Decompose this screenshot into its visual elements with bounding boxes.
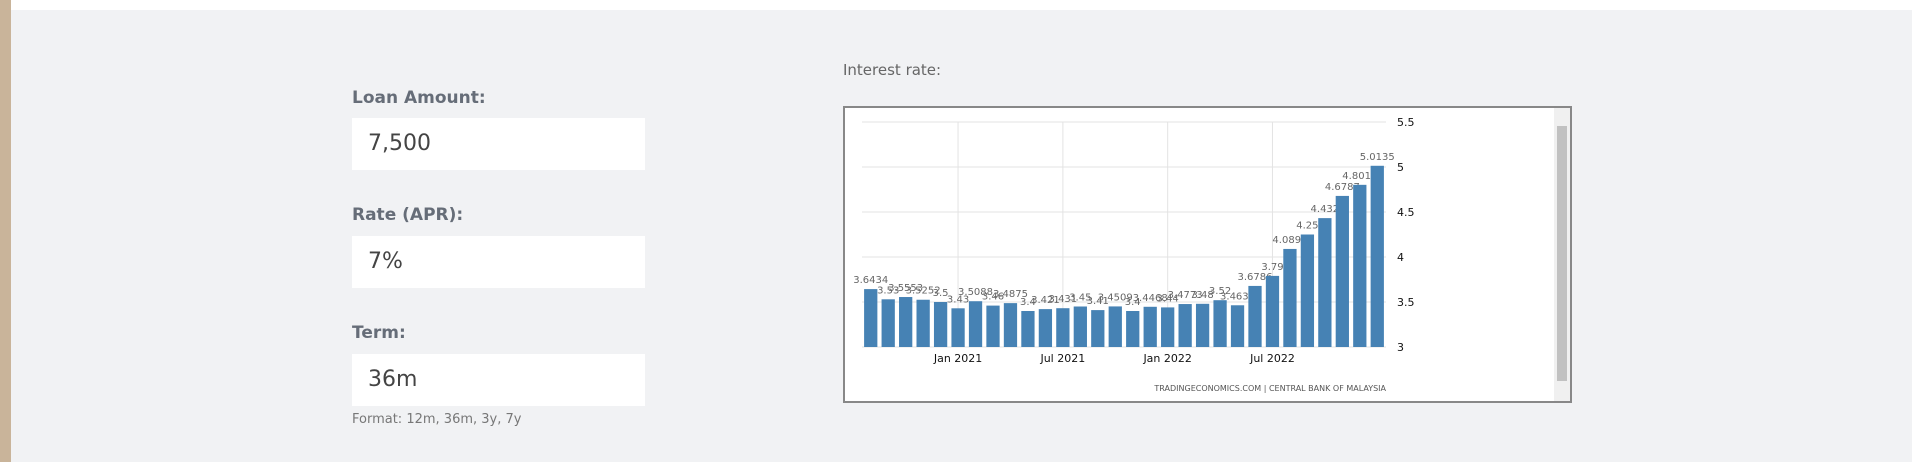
data-label: 4.0895 [1272,235,1307,246]
data-label: 3.5252 [906,286,941,297]
format-note: Format: 12m, 36m, 3y, 7y [352,412,522,427]
bar [1195,303,1210,347]
bar [1318,218,1332,347]
data-label: 3.6434 [853,275,888,286]
bar [864,289,878,347]
bar [986,305,1000,347]
bar [1230,305,1245,347]
bar [1056,308,1070,347]
bar [1073,306,1087,347]
bar [1091,310,1105,347]
bar [1178,304,1192,347]
text-input[interactable]: 7% [352,236,645,288]
data-label: 3.52 [1209,286,1231,297]
field-label: Term: [352,323,406,343]
data-label: 3.46 [982,292,1004,303]
data-label: 4.6787 [1325,182,1360,193]
data-label: 3.79 [1261,262,1283,273]
data-label: 3.421 [1031,295,1060,306]
data-label: 3.5 [933,288,949,299]
bar [881,299,895,347]
data-label: 3.4636 [1220,291,1255,302]
y-tick-label: 4.5 [1397,206,1415,219]
text-input[interactable]: 7,500 [352,118,645,170]
y-tick-label: 5 [1397,161,1404,174]
data-label: 3.4 [1125,297,1141,308]
data-label: 3.4509 [1098,292,1133,303]
bar [1335,195,1349,347]
data-label: 3.44 [1157,293,1179,304]
y-tick-label: 3.5 [1397,296,1415,309]
x-tick-label: Jan 2021 [933,352,982,365]
data-label: 3.53 [877,285,899,296]
bar [933,302,948,347]
bar [1161,307,1175,347]
bar [1021,311,1035,347]
bar [1038,309,1053,347]
y-tick-label: 3 [1397,341,1404,354]
data-label: 3.4468 [1133,293,1168,304]
x-tick-label: Jul 2022 [1249,352,1295,365]
chart-label: Interest rate: [843,61,942,79]
data-label: 3.45 [1069,293,1091,304]
bar [916,299,930,347]
x-tick-label: Jul 2021 [1039,352,1085,365]
data-label: 3.5553 [888,283,923,294]
data-label: 3.4 [1020,297,1036,308]
data-label: 3.431 [1049,294,1078,305]
field-label: Loan Amount: [352,88,486,108]
source-note: TRADINGECONOMICS.COM | CENTRAL BANK OF M… [1153,384,1386,393]
data-label: 4.432 [1311,204,1340,215]
bar [951,308,965,347]
bar [1300,234,1315,347]
field-label: Rate (APR): [352,205,464,225]
bar [1126,311,1140,347]
scrollbar[interactable] [1554,108,1570,401]
data-label: 3.48 [1191,290,1213,301]
bar [1213,300,1227,347]
data-label: 4.8019 [1342,171,1377,182]
bar [1370,165,1384,347]
y-tick-label: 4 [1397,251,1404,264]
data-label: 3.43 [947,294,969,305]
bar [1353,184,1367,347]
side-strip [0,0,11,462]
bar [1003,303,1018,347]
chart: 3 3.5 4 4.5 5 5.5 Jan 2021 Jul 2021 Jan 2022 Jul … [853,116,1415,393]
x-tick-label: Jan 2022 [1142,352,1191,365]
bar [1283,248,1297,347]
bar [1265,275,1280,347]
bar [899,297,913,347]
data-label: 3.4773 [1168,290,1203,301]
scroll-thumb[interactable] [1557,126,1567,381]
top-band [11,0,1912,10]
y-tick-label: 5.5 [1397,116,1415,129]
data-label: 5.0135 [1360,152,1395,163]
data-label: 3.6786 [1238,272,1273,283]
data-label: 4.25 [1296,221,1318,232]
data-label: 3.4875 [993,289,1028,300]
chart-frame: 3 3.5 4 4.5 5 5.5 Jan 2021 Jul 2021 Jan 2022 Jul … [843,106,1572,403]
bar [1248,285,1262,347]
text-input[interactable]: 36m [352,354,645,406]
data-label: 3.41 [1087,296,1109,307]
bar [1108,306,1122,347]
bar [968,301,983,347]
bar [1143,306,1157,347]
data-label: 3.5088 [958,287,993,298]
